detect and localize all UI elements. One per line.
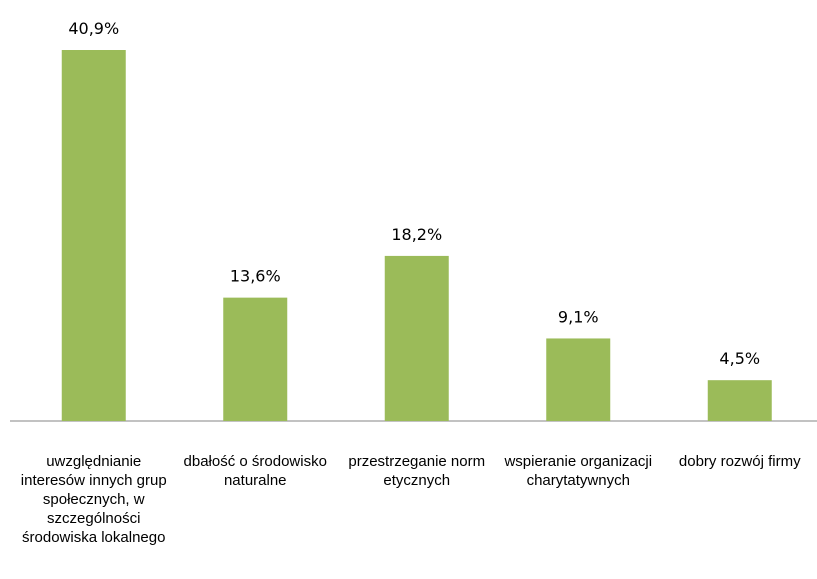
x-tick-label: dbałość o środowisko naturalne	[183, 453, 327, 489]
bar	[61, 50, 126, 421]
data-label: 18,2%	[391, 225, 442, 244]
x-tick-label: przestrzeganie norm etycznych	[348, 453, 486, 489]
bar	[707, 380, 772, 421]
bar	[546, 338, 611, 421]
x-tick-label: wspieranie organizacji charytatywnych	[504, 453, 653, 489]
bar	[384, 255, 449, 421]
x-tick-label: uwzględnianie interesów innych grup społ…	[20, 453, 167, 546]
data-label: 40,9%	[68, 19, 119, 38]
data-label: 4,5%	[719, 349, 760, 368]
data-label: 9,1%	[558, 307, 599, 326]
bar	[223, 297, 288, 421]
data-label: 13,6%	[230, 267, 281, 286]
x-tick-label: dobry rozwój firmy	[678, 453, 801, 470]
